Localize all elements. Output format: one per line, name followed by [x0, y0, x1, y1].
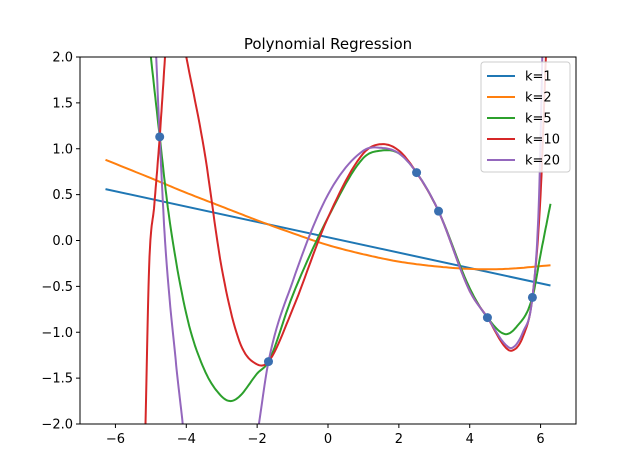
y-tick-label: 2.0: [52, 51, 73, 66]
x-tick-label: −6: [106, 432, 125, 447]
series-line-k10-left-branch: [144, 57, 166, 424]
data-point: [263, 357, 273, 367]
legend-label-k5: k=5: [525, 112, 552, 127]
y-tick-label: −2.0: [41, 418, 73, 433]
series-line-k10: [185, 57, 547, 367]
x-axis: −6 −4 −2 0 2 4 6: [106, 424, 545, 447]
chart-title: Polynomial Regression: [244, 35, 412, 53]
y-tick-label: −1.5: [41, 372, 73, 387]
legend-box: [480, 61, 571, 173]
data-points: [155, 132, 537, 367]
data-point: [527, 292, 537, 302]
y-axis: −2.0 −1.5 −1.0 −0.5 0.0 0.5 1.0 1.5 2.0: [41, 51, 80, 433]
x-tick-label: −4: [177, 432, 196, 447]
series-line-k2: [105, 158, 551, 271]
y-tick-label: 0.0: [52, 234, 73, 249]
y-tick-label: 1.5: [52, 96, 73, 111]
y-tick-label: −1.0: [41, 326, 73, 341]
y-tick-label: 0.5: [52, 188, 73, 203]
data-point: [155, 132, 165, 142]
x-tick-label: 2: [395, 432, 403, 447]
y-tick-label: −0.5: [41, 280, 73, 295]
x-tick-label: 6: [536, 432, 544, 447]
legend: k=1 k=2 k=5 k=10 k=20: [480, 61, 571, 173]
legend-label-k10: k=10: [525, 133, 560, 148]
x-tick-label: −2: [248, 432, 267, 447]
series-line-k5: [149, 57, 552, 403]
data-point: [482, 313, 492, 323]
series-line-k20-left-branch: [155, 57, 184, 424]
legend-label-k2: k=2: [525, 91, 552, 106]
data-point: [412, 168, 422, 178]
legend-label-k1: k=1: [525, 70, 552, 85]
data-point: [434, 206, 444, 216]
y-tick-label: 1.0: [52, 142, 73, 157]
x-tick-label: 0: [324, 432, 332, 447]
x-tick-label: 4: [466, 432, 474, 447]
legend-label-k20: k=20: [525, 154, 560, 169]
